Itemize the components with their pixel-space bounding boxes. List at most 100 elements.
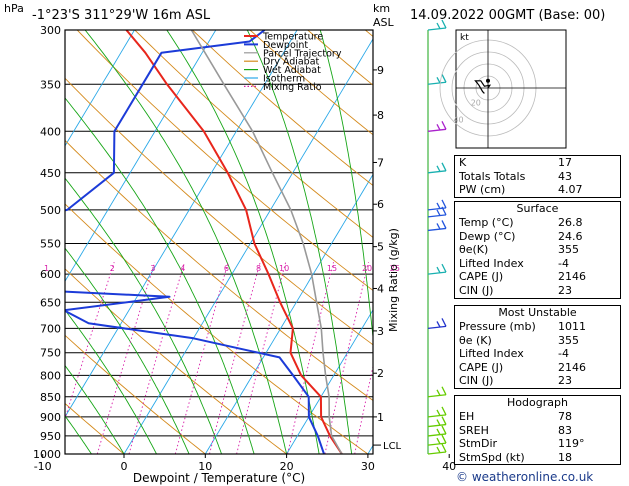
wind-barb-flag (441, 434, 447, 444)
x-tick-label: 20 (280, 460, 294, 473)
km-tick-label: 7 (377, 156, 384, 169)
wet-adiabat-line (65, 309, 157, 454)
wet-adiabat-line (65, 97, 255, 454)
pressure-tick-label: 350 (40, 78, 61, 91)
index-row-pw: PW (cm) 4.07 (459, 183, 583, 197)
dry-adiabat-line (65, 139, 373, 402)
pressure-tick-label: 800 (40, 369, 61, 382)
legend-label: Dewpoint (263, 40, 308, 51)
hodograph-trace (474, 80, 492, 94)
surface-table: Surface Temp (°C) 26.8 Dewp (°C) 24.6 θe(K… (454, 201, 621, 299)
lcl-label: LCL (383, 441, 402, 452)
mixing-ratio-label: 20 (362, 264, 372, 273)
wet-adiabat-line (65, 247, 190, 454)
mixing-ratio-label: 10 (279, 264, 289, 273)
surface-row: CIN (J) 23 (459, 283, 572, 297)
wind-barb-flag (436, 165, 441, 172)
surface-row: CAPE (J) 2146 (459, 270, 586, 284)
isotherm-line (286, 309, 373, 454)
wind-barb-flag (441, 386, 447, 396)
km-tick-label: 5 (377, 241, 384, 254)
pressure-tick-label: 900 (40, 411, 61, 424)
index-row-totals: Totals Totals 43 (459, 169, 572, 183)
mixing-ratio-label: 3 (150, 264, 155, 273)
pressure-tick-label: 600 (40, 268, 61, 281)
dry-adiabat-line (65, 268, 287, 454)
km-tick-label: 9 (377, 64, 384, 77)
km-tick-label: 1 (377, 411, 384, 424)
legend-label: Dry Adiabat (263, 57, 320, 68)
wind-barb-flag (436, 202, 441, 209)
wind-barb-flag (441, 73, 447, 83)
wind-barb (427, 27, 447, 31)
wind-barb-flag (441, 199, 447, 209)
x-tick-label: 10 (198, 460, 212, 473)
km-tick-label: 6 (377, 198, 384, 211)
wind-barb (427, 170, 447, 174)
wind-barb (427, 81, 447, 85)
km-tick-label: 8 (377, 109, 384, 122)
mixing-ratio-line (174, 262, 229, 454)
pressure-tick-label: 700 (40, 322, 61, 335)
axes: 1 2 3 4 6 8 10 15 20 2530035040045050055060065070… (33, 24, 456, 485)
storm-motion-marker (486, 78, 490, 83)
copyright-footer: © weatheronline.co.uk (456, 470, 594, 484)
hodograph-row: StmSpd (kt) 18 (459, 450, 572, 464)
wet-adiabat-line (246, 30, 353, 454)
wind-barb (427, 451, 447, 455)
pressure-tick-label: 300 (40, 24, 61, 37)
x-tick-label: 40 (442, 460, 456, 473)
x-tick-label: -10 (34, 460, 52, 473)
surface-row: θe(K) 355 (459, 243, 579, 257)
mixing-ratio-line (324, 262, 369, 454)
km-label: km (373, 2, 391, 15)
hodograph-ring-label: 20 (471, 98, 481, 107)
pressure-tick-label: 850 (40, 391, 61, 404)
series-temperature (125, 30, 343, 454)
wet-adiabat-line (65, 177, 223, 454)
pressure-tick-label: 550 (40, 237, 61, 250)
surface-row: Temp (°C) 26.8 (459, 216, 583, 229)
wet-adiabat-line (84, 30, 288, 454)
wind-barb-flag (436, 446, 441, 454)
hodograph: kt 20 40 (439, 29, 567, 149)
surface-row: Dewp (°C) 24.6 (459, 229, 583, 243)
surface-title: Surface (516, 202, 559, 215)
x-tick-label: 0 (121, 460, 128, 473)
most-unstable-table: Most Unstable Pressure (mb) 1011 θe (K) 35… (454, 305, 621, 389)
legend-label: Mixing Ratio (263, 82, 322, 93)
pressure-tick-label: 400 (40, 125, 61, 138)
wind-barb-flag (441, 443, 447, 453)
km-tick-label: 3 (377, 325, 384, 338)
wind-barb-flag (436, 409, 441, 416)
wind-barb-flag (436, 76, 441, 84)
wind-barb-flag (441, 416, 447, 425)
wind-barb (427, 423, 447, 428)
legend-label: Wet Adiabat (263, 65, 321, 76)
wind-barb (427, 414, 447, 418)
date-title: 14.09.2022 00GMT (Base: 00) (410, 8, 606, 23)
wind-barb (427, 325, 447, 330)
hodograph-row: EH 78 (459, 410, 572, 423)
mixing-ratio-label: 6 (224, 264, 229, 273)
hodograph-table: Hodograph EH 78 SREH 83 StmDir 119° StmSpd … (454, 395, 621, 466)
pressure-tick-label: 650 (40, 296, 61, 309)
most-unstable-row: Pressure (mb) 1011 (459, 320, 586, 333)
wind-barb-flag (441, 220, 447, 229)
legend-label: Temperature (262, 32, 323, 43)
hodograph-row: SREH 83 (459, 423, 572, 437)
wet-adiabat-line (0, 30, 26, 454)
dry-adiabat-line (0, 30, 43, 454)
legend-label: Isotherm (263, 74, 305, 85)
mixing-ratio-label: 15 (327, 264, 337, 273)
mixing-ratio-line (287, 262, 334, 454)
wind-barb-flag (441, 162, 447, 172)
wind-barb-flag (441, 121, 447, 130)
wind-barb (427, 207, 447, 211)
mixing-ratio-label: 25 (390, 264, 400, 273)
km-tick-label: 4 (377, 282, 384, 295)
most-unstable-row: Lifted Index -4 (459, 347, 569, 361)
wind-barb (427, 227, 447, 232)
